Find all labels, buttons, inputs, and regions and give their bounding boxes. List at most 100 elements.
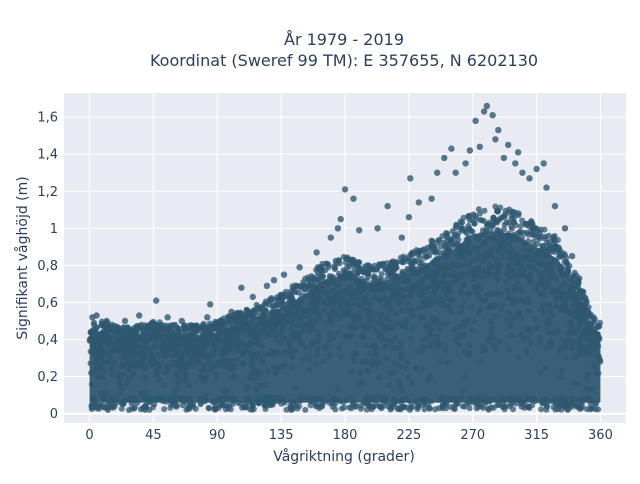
data-point xyxy=(519,234,526,241)
data-point xyxy=(253,324,260,331)
data-point xyxy=(253,313,260,320)
data-point xyxy=(580,309,587,316)
data-point xyxy=(364,367,371,374)
data-point xyxy=(201,362,208,368)
data-point xyxy=(208,361,215,368)
data-point xyxy=(329,335,336,342)
data-point xyxy=(343,332,350,339)
data-point xyxy=(208,366,215,373)
data-point xyxy=(442,284,449,291)
data-point xyxy=(525,231,532,238)
data-point xyxy=(435,324,442,331)
data-point xyxy=(347,305,354,312)
data-point xyxy=(139,405,146,412)
data-point xyxy=(307,357,314,364)
data-point xyxy=(225,405,232,412)
outlier-point xyxy=(164,314,171,321)
data-point xyxy=(428,243,434,250)
outlier-point xyxy=(398,234,405,241)
data-point xyxy=(436,341,443,348)
data-point xyxy=(530,238,537,245)
data-point xyxy=(380,403,387,409)
data-point xyxy=(432,285,438,291)
outlier-point xyxy=(178,317,185,325)
data-point xyxy=(108,371,115,378)
data-point xyxy=(261,397,268,404)
data-point xyxy=(370,294,377,301)
data-point xyxy=(429,279,436,286)
x-tick-label: 270 xyxy=(460,428,485,443)
data-point xyxy=(239,322,246,329)
data-point xyxy=(533,250,540,257)
data-point xyxy=(527,279,534,286)
data-point xyxy=(288,288,294,295)
data-point xyxy=(159,347,166,354)
data-point xyxy=(453,396,460,403)
data-point xyxy=(453,222,460,229)
data-point xyxy=(153,367,160,374)
data-point xyxy=(183,344,190,351)
data-point xyxy=(577,336,583,343)
data-point xyxy=(297,397,304,404)
data-point xyxy=(150,335,156,342)
data-point xyxy=(478,252,485,259)
data-point xyxy=(504,287,511,294)
data-point xyxy=(584,394,591,401)
data-point xyxy=(260,318,267,324)
data-point xyxy=(200,395,207,402)
data-point xyxy=(119,347,126,354)
data-point xyxy=(231,363,237,370)
data-point xyxy=(171,394,178,401)
data-point xyxy=(148,362,155,369)
data-point xyxy=(312,397,318,403)
data-point xyxy=(452,240,459,247)
data-point xyxy=(524,334,531,341)
data-point xyxy=(235,338,242,345)
data-point xyxy=(261,351,268,358)
data-point xyxy=(514,234,520,241)
data-point xyxy=(573,330,579,336)
data-point xyxy=(159,326,166,333)
data-point xyxy=(402,278,409,284)
data-point xyxy=(94,405,101,412)
outlier-point xyxy=(296,264,303,271)
data-point xyxy=(427,341,434,348)
data-point xyxy=(510,315,517,322)
y-tick-label: 1,4 xyxy=(37,148,58,163)
outlier-point xyxy=(280,271,288,278)
data-point xyxy=(245,395,252,402)
data-point xyxy=(561,258,568,265)
data-point xyxy=(269,325,276,332)
data-point xyxy=(469,228,476,235)
data-point xyxy=(465,262,472,269)
data-point xyxy=(172,339,179,346)
data-point xyxy=(285,310,291,317)
data-point xyxy=(289,317,296,324)
data-point xyxy=(96,344,103,350)
outlier-point xyxy=(337,215,344,223)
data-point xyxy=(529,263,536,270)
data-point xyxy=(536,260,543,267)
data-point xyxy=(583,376,590,383)
data-point xyxy=(302,275,309,282)
data-point xyxy=(341,404,348,411)
data-point xyxy=(424,264,431,271)
data-point xyxy=(336,315,343,322)
data-point xyxy=(185,397,192,404)
data-point xyxy=(510,268,517,275)
data-point xyxy=(96,373,103,380)
x-tick-label: 360 xyxy=(588,428,613,443)
data-point xyxy=(550,241,557,248)
data-point xyxy=(445,234,452,241)
data-point xyxy=(220,352,227,359)
data-point xyxy=(551,329,558,336)
data-point xyxy=(459,303,465,310)
data-point xyxy=(586,327,593,334)
data-point xyxy=(91,337,98,344)
data-point xyxy=(512,283,519,290)
data-point xyxy=(387,306,394,313)
data-point xyxy=(219,357,226,364)
data-point xyxy=(105,398,112,405)
data-point xyxy=(362,265,369,272)
y-tick-label: 0,8 xyxy=(37,259,58,274)
